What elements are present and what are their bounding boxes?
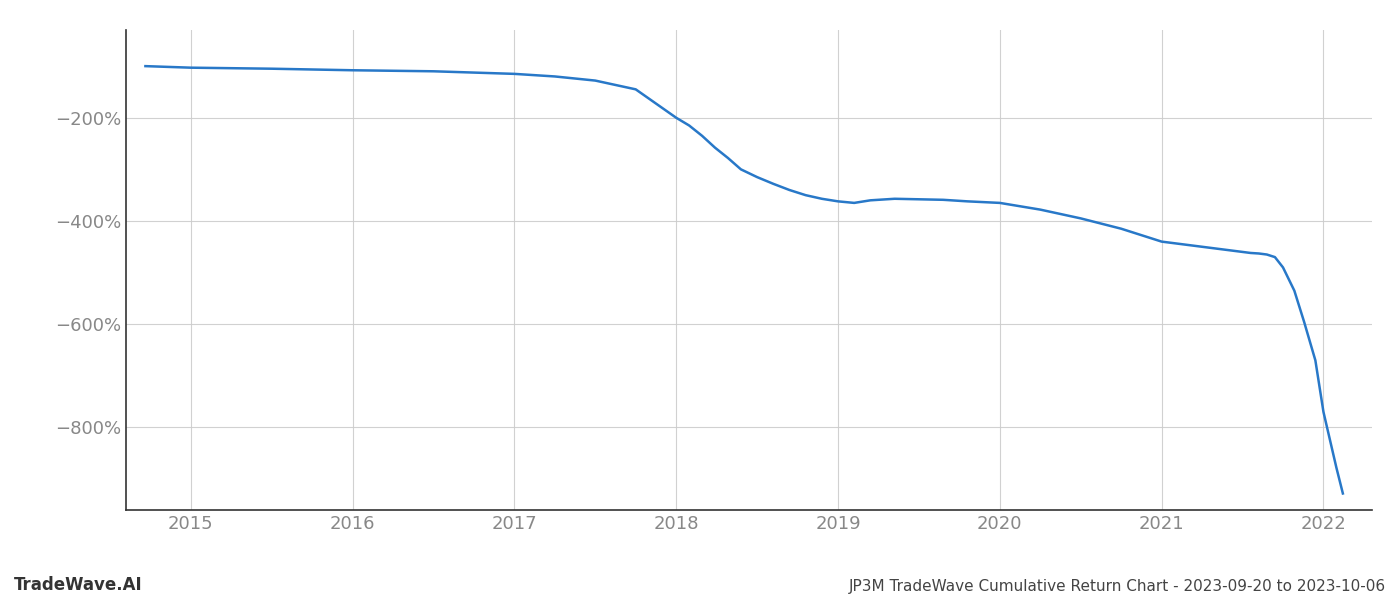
Text: TradeWave.AI: TradeWave.AI [14, 576, 143, 594]
Text: JP3M TradeWave Cumulative Return Chart - 2023-09-20 to 2023-10-06: JP3M TradeWave Cumulative Return Chart -… [848, 579, 1386, 594]
